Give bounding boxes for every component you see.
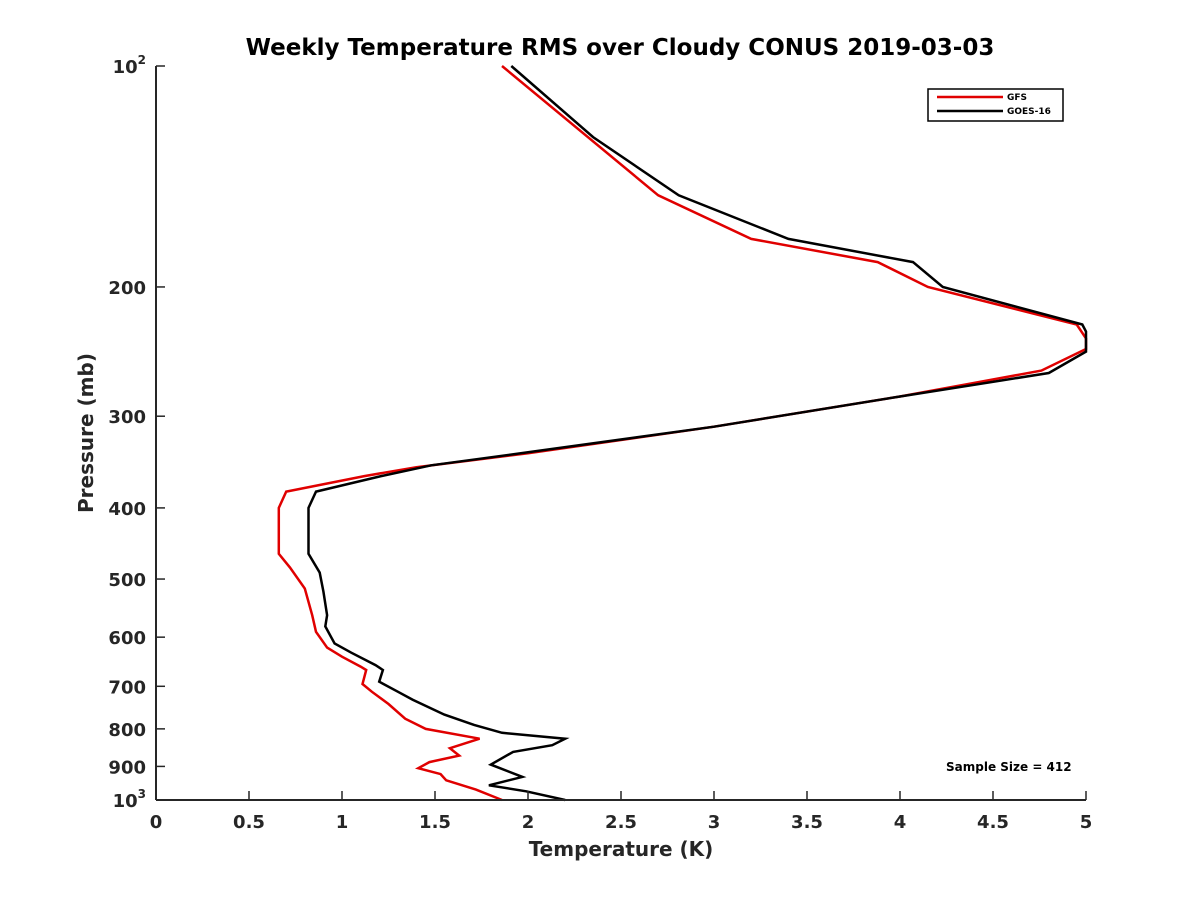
plot-area: [277, 65, 1088, 802]
y-tick-label: 400: [108, 499, 146, 520]
x-tick-label: 5: [1080, 812, 1093, 833]
y-tick-label: 700: [108, 677, 146, 698]
x-tick-label: 3: [708, 812, 721, 833]
y-tick-label: 900: [108, 757, 146, 778]
x-tick-label: 0.5: [233, 812, 265, 833]
y-axis-ticks: 102 200 300 400 500 600 700 800 900 103: [108, 53, 165, 812]
x-tick-label: 4: [894, 812, 907, 833]
y-tick-label: 600: [108, 628, 146, 649]
x-tick-label: 4.5: [977, 812, 1009, 833]
legend-label-goes16: GOES-16: [1007, 107, 1051, 117]
y-tick-label: 500: [108, 570, 146, 591]
y-tick-label: 103: [113, 787, 146, 812]
y-tick-label: 300: [108, 407, 146, 428]
y-tick-label: 102: [113, 53, 146, 78]
x-tick-label: 3.5: [791, 812, 823, 833]
y-tick-label: 200: [108, 278, 146, 299]
x-axis-label: Temperature (K): [529, 837, 714, 861]
y-tick-label: 800: [108, 720, 146, 741]
series-line-goes16: [307, 65, 1088, 802]
x-tick-label: 0: [150, 812, 163, 833]
y-axis-label: Pressure (mb): [74, 353, 98, 513]
x-tick-label: 2: [522, 812, 535, 833]
chart-title: Weekly Temperature RMS over Cloudy CONUS…: [246, 35, 995, 61]
x-tick-label: 1.5: [419, 812, 451, 833]
legend: GFS GOES-16: [927, 88, 1064, 122]
x-tick-label: 1: [336, 812, 349, 833]
x-tick-label: 2.5: [605, 812, 637, 833]
legend-label-gfs: GFS: [1007, 93, 1027, 103]
sample-size-annotation: Sample Size = 412: [946, 760, 1072, 774]
legend-box: [927, 88, 1064, 122]
x-axis-ticks: 0 0.5 1 1.5 2 2.5 3 3.5 4 4.5 5: [150, 791, 1093, 833]
